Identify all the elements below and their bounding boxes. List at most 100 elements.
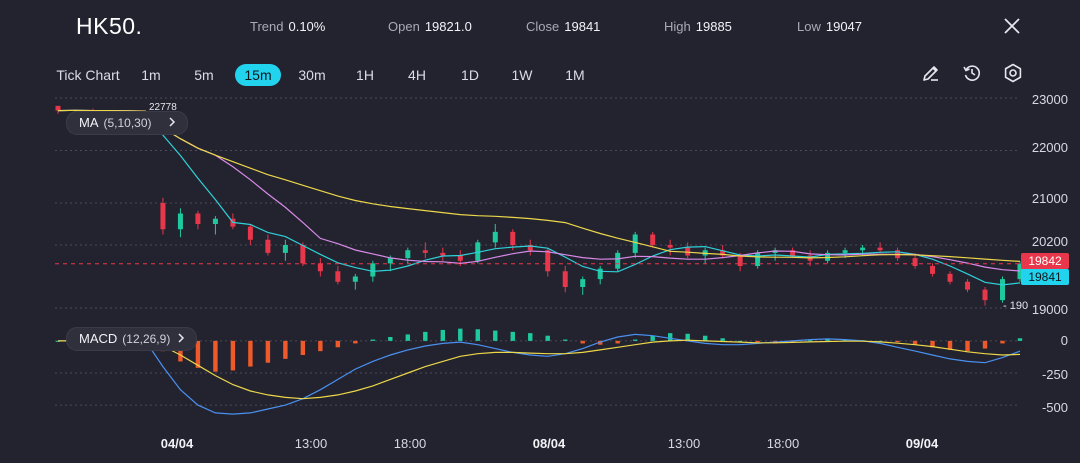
timeframe-1m-month[interactable]: 1M — [565, 67, 585, 83]
timeframe-1h[interactable]: 1H — [356, 67, 374, 83]
macd-histogram-bar — [633, 339, 638, 341]
stat-open-key: Open — [388, 19, 420, 34]
macd-histogram-bar — [965, 340, 970, 352]
candle-body — [877, 247, 883, 251]
macd-histogram-bar — [842, 339, 848, 341]
macd-indicator-chip[interactable]: MACD (12,26,9) — [66, 327, 197, 351]
candle-body — [160, 203, 166, 230]
candle-body — [632, 234, 638, 253]
candle-body — [370, 263, 376, 277]
candle-body — [55, 105, 61, 111]
macd-histogram-bar — [825, 338, 830, 341]
chevron-right-icon — [178, 333, 184, 343]
candle-body — [685, 247, 691, 256]
candle-body — [195, 213, 201, 224]
stat-open-value: 19821.0 — [424, 19, 472, 34]
time-label-0404: 04/04 — [160, 436, 194, 451]
timeframe-1m[interactable]: 1m — [141, 67, 161, 83]
candle-body — [842, 250, 848, 253]
macd-histogram-bar — [388, 337, 393, 341]
candle-body — [317, 263, 323, 272]
candle-body — [965, 281, 971, 290]
timeframe-1w[interactable]: 1W — [511, 67, 533, 83]
price-label-20200: 20200 — [1031, 234, 1068, 249]
candle-body — [825, 252, 831, 261]
chevron-right-icon — [169, 117, 176, 127]
macd-label-250: -250 — [1041, 367, 1068, 382]
stat-high-key: High — [664, 19, 691, 34]
timeframe-bar: Tick Chart 1m 5m 15m 30m 1H 4H 1D 1W 1M — [0, 62, 1080, 88]
candle-body — [422, 250, 428, 253]
stat-open: Open 19821.0 — [388, 19, 472, 34]
macd-histogram-bar — [300, 340, 306, 355]
macd-histogram-bar — [195, 340, 201, 368]
timeframe-4h[interactable]: 4H — [408, 67, 426, 83]
candle-body — [177, 213, 183, 230]
candle-body — [982, 289, 988, 301]
price-chart[interactable] — [0, 90, 1080, 430]
candle-body — [300, 245, 306, 264]
stat-high-value: 19885 — [695, 19, 732, 34]
ma-indicator-chip[interactable]: MA (5,10,30) — [66, 111, 189, 135]
symbol-title: HK50. — [76, 13, 143, 39]
time-label-1800-a: 18:00 — [393, 436, 427, 451]
macd-histogram-bar — [510, 331, 515, 341]
macd-histogram-bar — [423, 331, 428, 341]
macd-histogram-bar — [493, 330, 498, 341]
candle-body — [405, 250, 411, 259]
ma30-line — [57, 109, 1021, 262]
candle-body — [440, 252, 446, 256]
time-label-1300-b: 13:00 — [667, 436, 701, 451]
candle-body — [667, 245, 673, 248]
moving-average-lines — [57, 109, 1021, 286]
timeframe-tick-chart[interactable]: Tick Chart — [56, 67, 120, 83]
stat-trend-key: Trend — [250, 19, 284, 34]
low-price-value: 190 — [1009, 300, 1029, 312]
stat-low-key: Low — [797, 19, 821, 34]
low-price-label: - 190 — [1003, 300, 1029, 312]
timeframe-5m[interactable]: 5m — [194, 67, 214, 83]
candle-body — [475, 242, 481, 261]
macd-histogram-bar — [982, 340, 988, 349]
timeframe-1d[interactable]: 1D — [461, 67, 479, 83]
macd-histogram-bar — [563, 339, 568, 341]
stat-trend-value: 0.10% — [288, 19, 326, 34]
macd-histogram-bar — [702, 335, 708, 341]
macd-histogram-bar — [318, 340, 323, 352]
stat-close-value: 19841 — [564, 19, 601, 34]
clock-history-icon[interactable] — [961, 62, 983, 84]
macd-histogram-bar — [283, 340, 288, 359]
macd-histogram-bar — [720, 338, 725, 341]
macd-histogram-bar — [528, 333, 533, 341]
macd-histogram-bar — [178, 340, 183, 362]
candle-body — [457, 255, 463, 261]
stat-trend: Trend 0.10% — [250, 19, 325, 34]
macd-dif-line — [58, 333, 1021, 415]
macd-histogram-bar — [912, 340, 918, 345]
candle-body — [650, 234, 656, 245]
close-icon[interactable] — [1000, 14, 1024, 38]
candle-body — [930, 266, 936, 274]
gear-icon[interactable] — [1002, 62, 1024, 84]
macd-histogram-bar — [335, 340, 341, 348]
chart-header: HK50. Trend 0.10% Open 19821.0 Close 19841 … — [0, 0, 1080, 52]
macd-histogram-bar — [598, 340, 603, 345]
macd-series — [55, 328, 1023, 415]
timeframe-30m[interactable]: 30m — [298, 67, 326, 83]
macd-histogram-bar — [440, 329, 445, 341]
macd-histogram-bar — [650, 335, 655, 341]
macd-histogram-bar — [370, 339, 376, 341]
candle-body — [720, 250, 726, 256]
pencil-icon[interactable] — [920, 62, 942, 84]
stat-close-key: Close — [526, 19, 560, 34]
macd-histogram-bar — [265, 340, 271, 363]
candle-body — [282, 245, 288, 253]
candlestick-series — [55, 105, 1023, 306]
candle-body — [1017, 263, 1023, 280]
macd-params: (12,26,9) — [122, 332, 171, 346]
candle-body — [352, 276, 358, 282]
macd-histogram-bar — [580, 340, 585, 344]
candle-body — [947, 273, 953, 282]
timeframe-15m[interactable]: 15m — [235, 64, 281, 86]
time-label-0804: 08/04 — [532, 436, 566, 451]
